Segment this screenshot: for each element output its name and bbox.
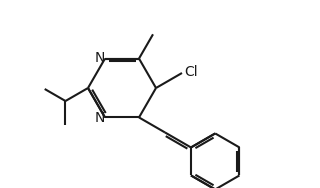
- Text: Cl: Cl: [184, 65, 198, 79]
- Text: N: N: [95, 111, 105, 125]
- Text: N: N: [95, 51, 105, 64]
